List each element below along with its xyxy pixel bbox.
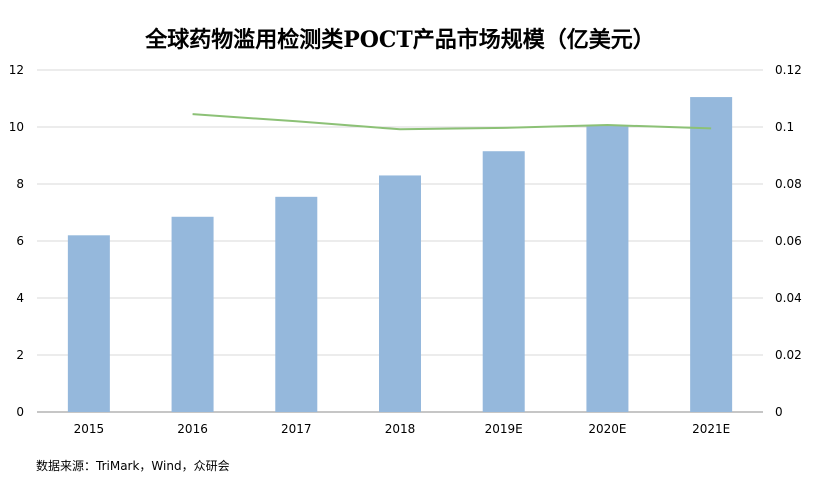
y2-tick-label: 0.08 xyxy=(775,177,802,191)
left-axis-ticks: 0 2 4 6 8 10 12 xyxy=(9,63,24,419)
right-axis-ticks: 0 0.02 0.04 0.06 0.08 0.1 0.12 xyxy=(775,63,802,419)
y-tick-label: 0 xyxy=(16,405,24,419)
x-axis-ticks: 2015 2016 2017 2018 2019E 2020E 2021E xyxy=(74,422,731,436)
x-tick-label: 2020E xyxy=(588,422,626,436)
y2-tick-label: 0.04 xyxy=(775,291,802,305)
y2-tick-label: 0.12 xyxy=(775,63,802,77)
y-tick-label: 8 xyxy=(16,177,24,191)
x-tick-label: 2021E xyxy=(692,422,730,436)
y-tick-label: 12 xyxy=(9,63,24,77)
y2-tick-label: 0.06 xyxy=(775,234,802,248)
x-tick-label: 2019E xyxy=(485,422,523,436)
x-tick-label: 2016 xyxy=(177,422,208,436)
source-note: 数据来源：TriMark，Wind，众研会 xyxy=(36,459,230,473)
x-tick-label: 2015 xyxy=(74,422,105,436)
bar-series xyxy=(67,97,733,412)
y2-tick-label: 0 xyxy=(775,405,783,419)
bar xyxy=(275,196,318,412)
growth-line xyxy=(192,113,712,131)
y2-tick-label: 0.02 xyxy=(775,348,802,362)
bar xyxy=(379,175,421,412)
bar xyxy=(67,235,110,412)
bar xyxy=(482,151,525,412)
y-tick-label: 6 xyxy=(16,234,24,248)
chart-title: 全球药物滥用检测类POCT产品市场规模（亿美元） xyxy=(145,27,655,53)
y-tick-label: 10 xyxy=(9,120,24,134)
y2-tick-label: 0.1 xyxy=(775,120,794,134)
x-tick-label: 2018 xyxy=(385,422,416,436)
y-tick-label: 2 xyxy=(16,348,24,362)
bar xyxy=(690,97,733,412)
x-tick-label: 2017 xyxy=(281,422,312,436)
bar xyxy=(171,216,214,412)
y-tick-label: 4 xyxy=(16,291,24,305)
bar xyxy=(586,125,629,412)
growth-line-series xyxy=(192,113,712,131)
